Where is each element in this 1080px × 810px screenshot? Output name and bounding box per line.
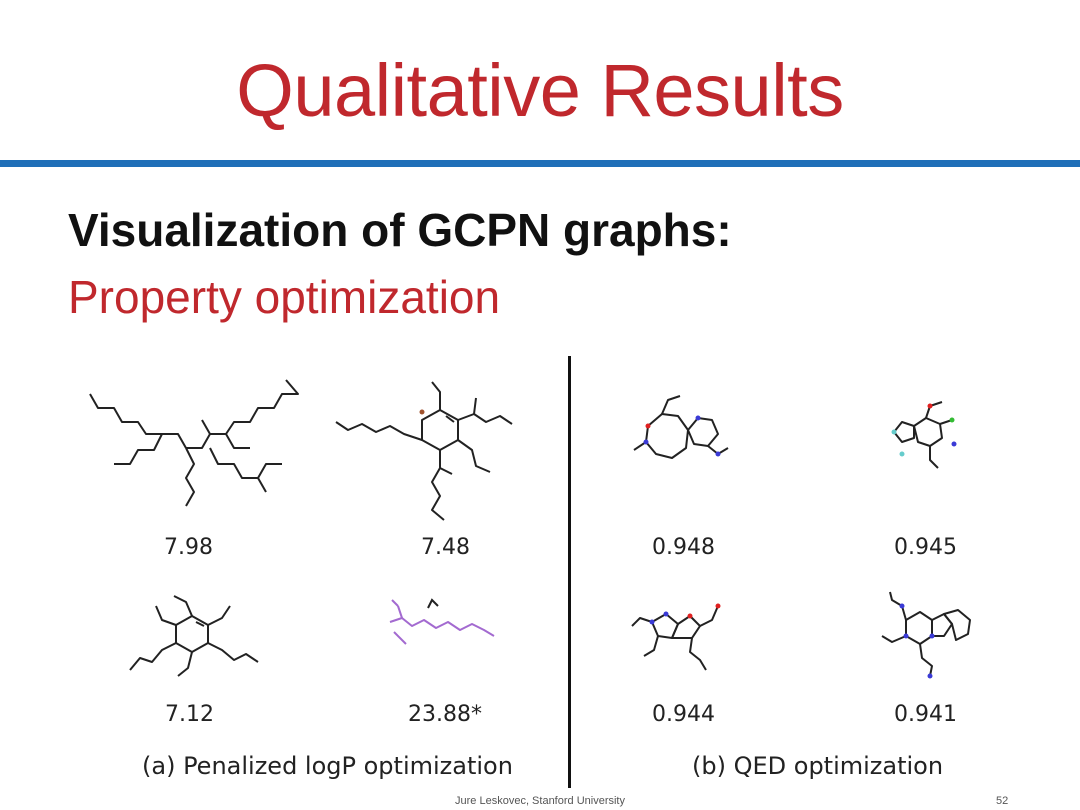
score-b1: 0.948 [652,535,715,560]
molecule-b1 [633,395,729,459]
slide-title: Qualitative Results [236,49,844,132]
molecule-b2 [891,401,957,469]
caption-a: (a) Penalized logP optimization [142,752,513,780]
panel-divider [568,356,571,788]
page-number: 52 [996,795,1009,807]
molecule-b4 [881,591,971,679]
score-a4: 23.88* [408,702,482,727]
title-rule [0,160,1080,167]
slide-subheading: Property optimization [68,271,501,323]
score-b3: 0.944 [652,702,715,727]
score-b2: 0.945 [894,535,957,560]
molecule-b3 [631,603,721,671]
molecule-a2 [335,381,513,521]
molecule-a4 [389,598,495,645]
score-a2: 7.48 [421,535,470,560]
molecule-a1 [89,379,299,507]
slide-heading: Visualization of GCPN graphs: [68,204,732,256]
score-a3: 7.12 [165,702,214,727]
score-a1: 7.98 [164,535,213,560]
caption-b: (b) QED optimization [692,752,944,780]
footer-credit: Jure Leskovec, Stanford University [455,795,625,807]
molecule-a3 [129,595,259,677]
score-b4: 0.941 [894,702,957,727]
